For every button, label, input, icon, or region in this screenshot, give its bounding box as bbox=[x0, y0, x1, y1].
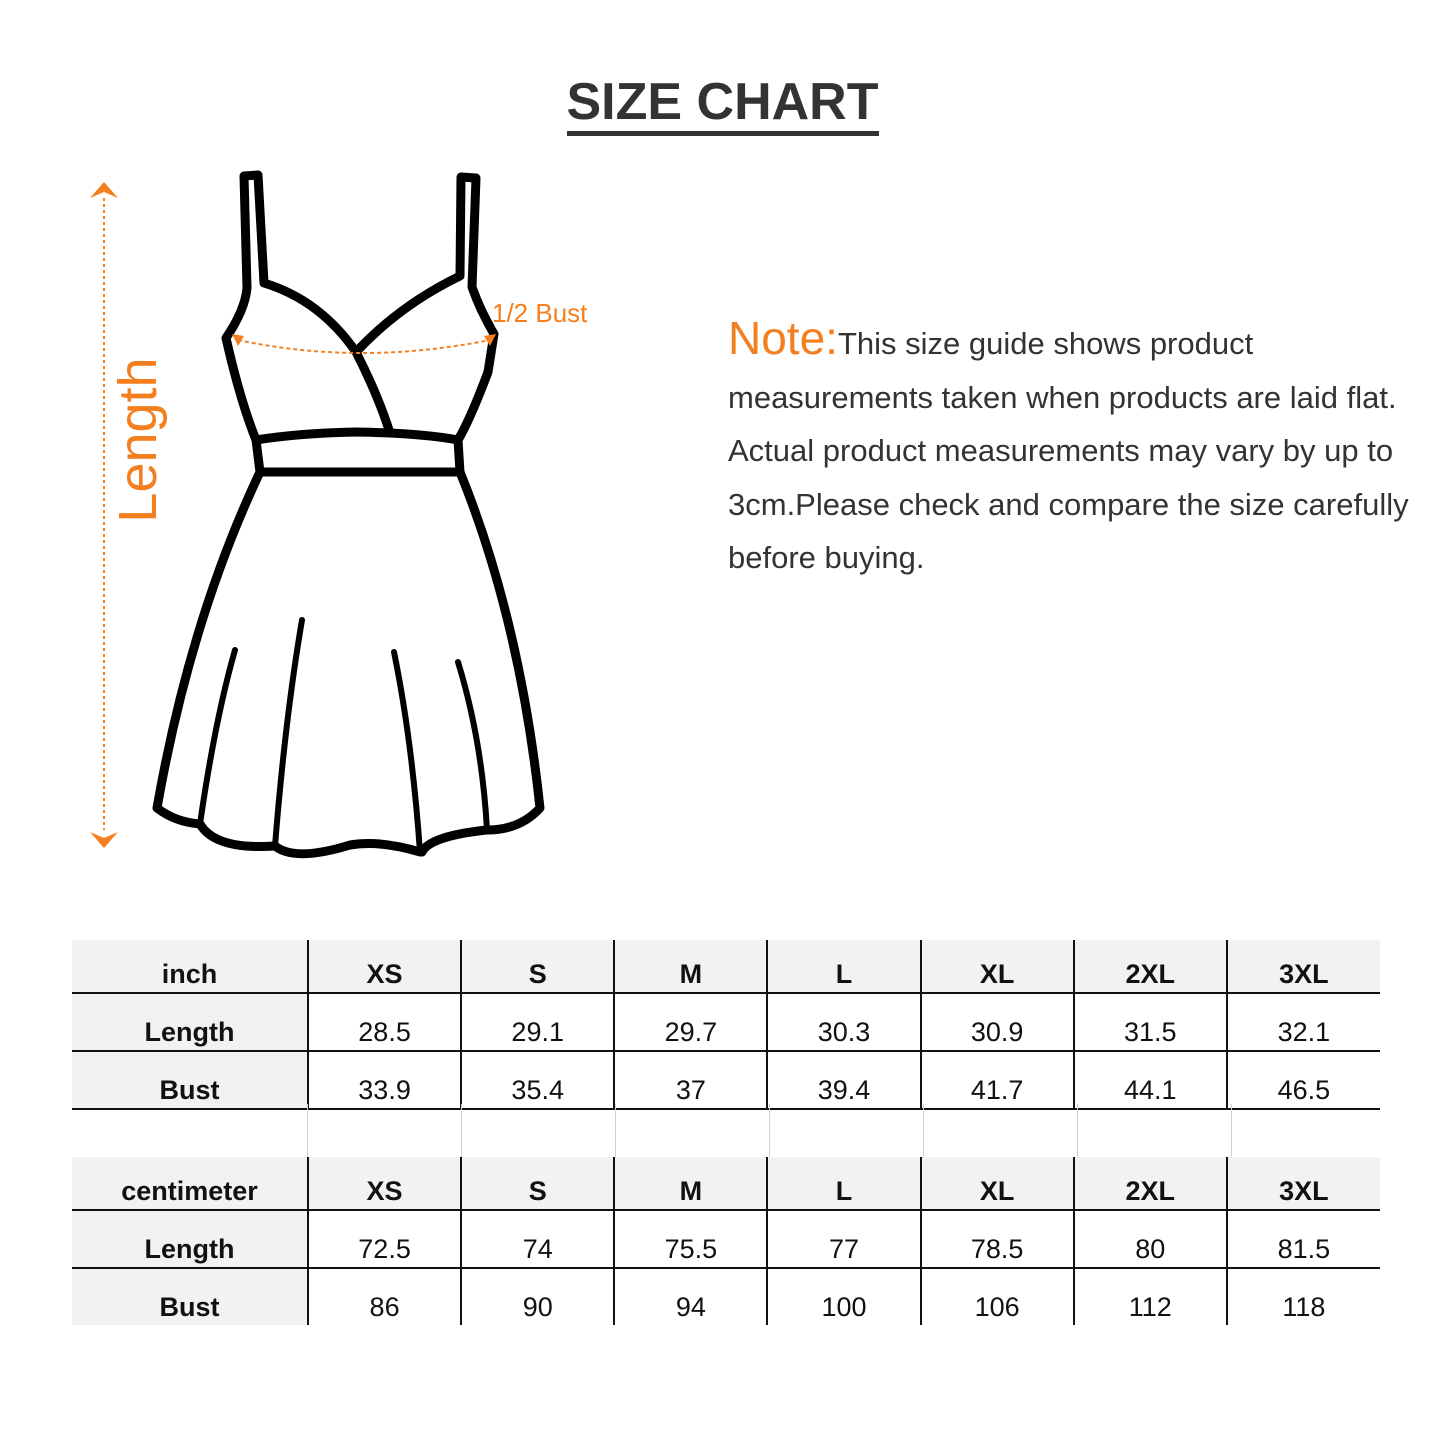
row-label: Bust bbox=[72, 1268, 308, 1325]
size-header: L bbox=[766, 1157, 921, 1211]
cell: 86 bbox=[306, 1268, 462, 1325]
cell: 44.1 bbox=[1072, 1051, 1227, 1110]
cell: 37 bbox=[613, 1051, 768, 1110]
cell: 90 bbox=[460, 1268, 615, 1325]
cell: 81.5 bbox=[1225, 1210, 1380, 1269]
table-row: Length 28.5 29.1 29.7 30.3 30.9 31.5 32.… bbox=[72, 993, 1380, 1052]
unit-cell: centimeter bbox=[72, 1157, 308, 1211]
cell: 46.5 bbox=[1225, 1051, 1380, 1110]
cell: 29.7 bbox=[613, 993, 768, 1052]
table-row: Bust 86 90 94 100 106 112 118 bbox=[72, 1268, 1380, 1325]
size-header: XS bbox=[306, 1157, 462, 1211]
cell: 75.5 bbox=[613, 1210, 768, 1269]
cell: 80 bbox=[1072, 1210, 1227, 1269]
cell: 33.9 bbox=[306, 1051, 462, 1110]
size-header: L bbox=[766, 940, 921, 994]
cell: 94 bbox=[613, 1268, 768, 1325]
bust-arrow bbox=[237, 339, 491, 354]
cell: 41.7 bbox=[919, 1051, 1074, 1110]
cell: 112 bbox=[1072, 1268, 1227, 1325]
note-label: Note: bbox=[728, 312, 838, 364]
table-header-row: inch XS S M L XL 2XL 3XL bbox=[72, 940, 1380, 994]
cm-size-table: centimeter XS S M L XL 2XL 3XL Length 72… bbox=[72, 1157, 1380, 1325]
table-row: Length 72.5 74 75.5 77 78.5 80 81.5 bbox=[72, 1210, 1380, 1269]
length-label: Length bbox=[108, 357, 168, 522]
cell: 29.1 bbox=[460, 993, 615, 1052]
note-text: This size guide shows product measuremen… bbox=[728, 326, 1409, 575]
table-row: Bust 33.9 35.4 37 39.4 41.7 44.1 46.5 bbox=[72, 1051, 1380, 1110]
dress-outline bbox=[152, 170, 545, 859]
note: Note:This size guide shows product measu… bbox=[728, 312, 1428, 585]
size-header: M bbox=[613, 940, 768, 994]
table-header-row: centimeter XS S M L XL 2XL 3XL bbox=[72, 1157, 1380, 1211]
size-header: 3XL bbox=[1225, 940, 1380, 994]
cell: 118 bbox=[1225, 1268, 1380, 1325]
bust-label: 1/2 Bust bbox=[492, 298, 588, 328]
page-title: SIZE CHART bbox=[0, 72, 1445, 136]
cell: 78.5 bbox=[919, 1210, 1074, 1269]
row-label: Length bbox=[72, 993, 308, 1052]
cell: 74 bbox=[460, 1210, 615, 1269]
cell: 30.9 bbox=[919, 993, 1074, 1052]
cell: 100 bbox=[766, 1268, 921, 1325]
inch-size-table: inch XS S M L XL 2XL 3XL Length 28.5 29.… bbox=[72, 940, 1380, 1110]
size-header: M bbox=[613, 1157, 768, 1211]
size-header: S bbox=[460, 940, 615, 994]
cell: 31.5 bbox=[1072, 993, 1227, 1052]
cell: 77 bbox=[766, 1210, 921, 1269]
cell: 35.4 bbox=[460, 1051, 615, 1110]
size-header: S bbox=[460, 1157, 615, 1211]
unit-cell: inch bbox=[72, 940, 308, 994]
row-label: Length bbox=[72, 1210, 308, 1269]
size-header: 2XL bbox=[1072, 940, 1227, 994]
size-header: 3XL bbox=[1225, 1157, 1380, 1211]
cell: 32.1 bbox=[1225, 993, 1380, 1052]
size-header: 2XL bbox=[1072, 1157, 1227, 1211]
cell: 106 bbox=[919, 1268, 1074, 1325]
row-label: Bust bbox=[72, 1051, 308, 1110]
cell: 72.5 bbox=[306, 1210, 462, 1269]
dress-diagram: Length 1/2 Bust bbox=[90, 170, 588, 859]
size-header: XL bbox=[919, 940, 1074, 994]
size-header: XL bbox=[919, 1157, 1074, 1211]
size-header: XS bbox=[306, 940, 462, 994]
cell: 30.3 bbox=[766, 993, 921, 1052]
cell: 39.4 bbox=[766, 1051, 921, 1110]
cell: 28.5 bbox=[306, 993, 462, 1052]
table-spacer bbox=[72, 1104, 1380, 1157]
length-arrow bbox=[90, 182, 118, 848]
